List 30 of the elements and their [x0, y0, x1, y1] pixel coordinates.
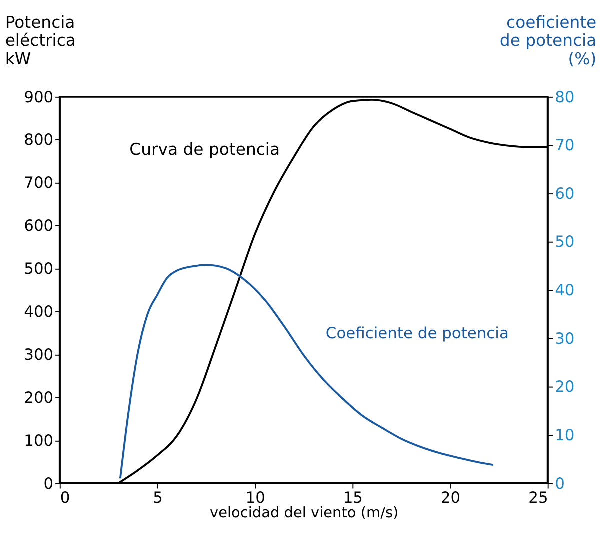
x-tick-label: 20 — [440, 489, 461, 508]
y2-tick-label: 0 — [555, 474, 565, 493]
y2-tick-label: 60 — [555, 184, 575, 203]
y2-tick-label: 70 — [555, 136, 575, 155]
x-tick-label: 0 — [60, 489, 70, 508]
y2-tick-label: 40 — [555, 282, 575, 300]
x-tick-label: 25 — [528, 489, 548, 508]
series-label: Curva de potencia — [130, 140, 280, 159]
y2-tick-label: 20 — [555, 378, 575, 396]
y-tick-label: 100 — [24, 432, 54, 450]
y-tick-label: 400 — [24, 302, 54, 321]
x-tick-label: 15 — [343, 489, 363, 508]
y-tick-label: 600 — [24, 217, 54, 236]
x-axis-title: velocidad del viento (m/s) — [210, 506, 399, 522]
y-tick-label: 700 — [24, 174, 54, 192]
y-tick-label: 300 — [24, 346, 54, 364]
y-tick-label: 200 — [24, 388, 54, 407]
y-tick-label: 500 — [24, 260, 54, 278]
series-label: Coeficiente de potencia — [326, 324, 509, 342]
y2-tick-label: 80 — [555, 88, 575, 106]
y2-tick-label: 50 — [555, 233, 575, 252]
y-tick-label: 900 — [24, 88, 54, 106]
y-axis-title: Potencia eléctrica kW — [5, 12, 76, 69]
y2-tick-label: 30 — [555, 330, 575, 348]
y2-tick-label: 10 — [555, 426, 575, 444]
x-tick-label: 10 — [246, 489, 266, 508]
x-tick-label: 5 — [153, 489, 163, 508]
y-tick-label: 800 — [24, 131, 54, 150]
y2-axis-title: coeficiente de potencia (%) — [500, 12, 597, 69]
y-tick-label: 0 — [44, 474, 54, 493]
